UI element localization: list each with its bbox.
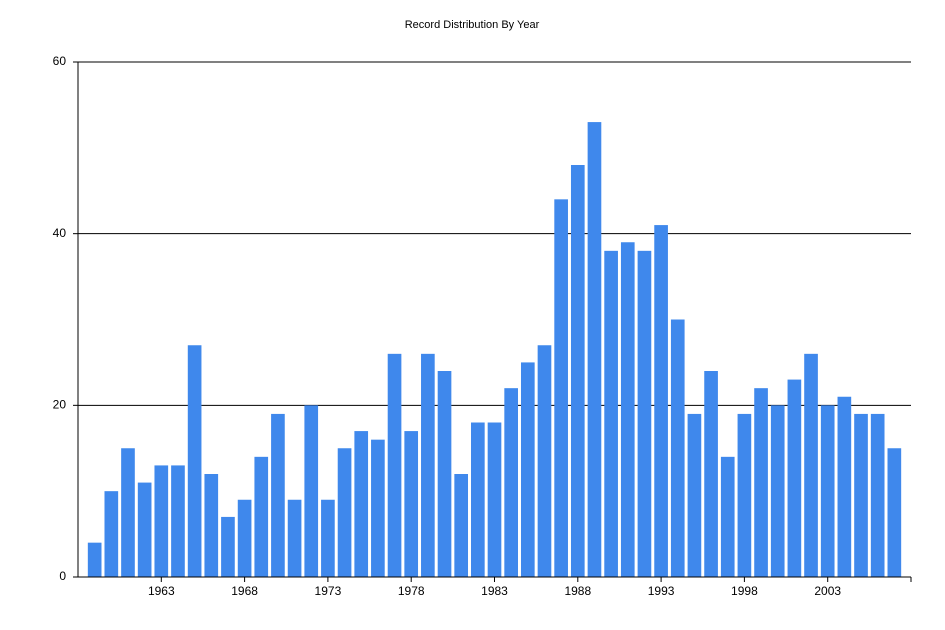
bar (387, 353, 402, 577)
x-tick-label: 1968 (231, 584, 258, 598)
bar (520, 362, 535, 577)
bar (237, 499, 252, 577)
y-tick-label: 20 (53, 398, 67, 412)
bar (887, 448, 902, 577)
bar (371, 439, 385, 577)
bar (304, 405, 319, 577)
bar (704, 371, 718, 577)
bar (454, 474, 469, 577)
bar (587, 122, 602, 577)
bar (637, 250, 652, 578)
bar (870, 413, 885, 577)
bar (171, 465, 185, 577)
bar (837, 396, 852, 577)
bar (187, 345, 202, 577)
bar (504, 388, 518, 577)
bar (404, 431, 419, 577)
bar (570, 165, 585, 577)
bar (421, 353, 435, 577)
x-tick-label: 1983 (481, 584, 508, 598)
bar (321, 499, 335, 577)
y-tick-label: 60 (53, 54, 67, 68)
bar (537, 345, 552, 577)
bar (737, 413, 752, 577)
bar (804, 353, 818, 577)
bar (337, 448, 352, 577)
x-tick-label: 1963 (148, 584, 175, 598)
bar (137, 482, 152, 577)
x-tick-label: 1993 (648, 584, 675, 598)
bar (604, 250, 618, 578)
x-tick-label: 1973 (315, 584, 342, 598)
bar (654, 225, 668, 578)
bar (437, 371, 452, 577)
bar (687, 413, 702, 577)
bar (754, 388, 768, 577)
bar (620, 242, 635, 577)
bar (787, 379, 802, 577)
x-tick-label: 1978 (398, 584, 425, 598)
bar (87, 542, 102, 577)
bar (670, 319, 685, 577)
bar (471, 422, 485, 577)
y-tick-label: 0 (59, 569, 66, 583)
bar (154, 465, 169, 577)
bar (770, 405, 785, 577)
x-tick-label: 2003 (814, 584, 841, 598)
bar (271, 413, 285, 577)
bar (104, 491, 119, 577)
bar (287, 499, 302, 577)
bar (221, 516, 235, 577)
bar (254, 456, 269, 577)
bar (354, 431, 369, 577)
bar (204, 474, 219, 577)
bar (121, 448, 135, 577)
bar (820, 405, 835, 577)
bar (554, 199, 568, 578)
chart-title: Record Distribution By Year (405, 19, 540, 31)
y-tick-label: 40 (53, 226, 67, 240)
x-tick-label: 1988 (564, 584, 591, 598)
bar (720, 456, 735, 577)
bar (854, 413, 868, 577)
x-tick-label: 1998 (731, 584, 758, 598)
bar (487, 422, 502, 577)
